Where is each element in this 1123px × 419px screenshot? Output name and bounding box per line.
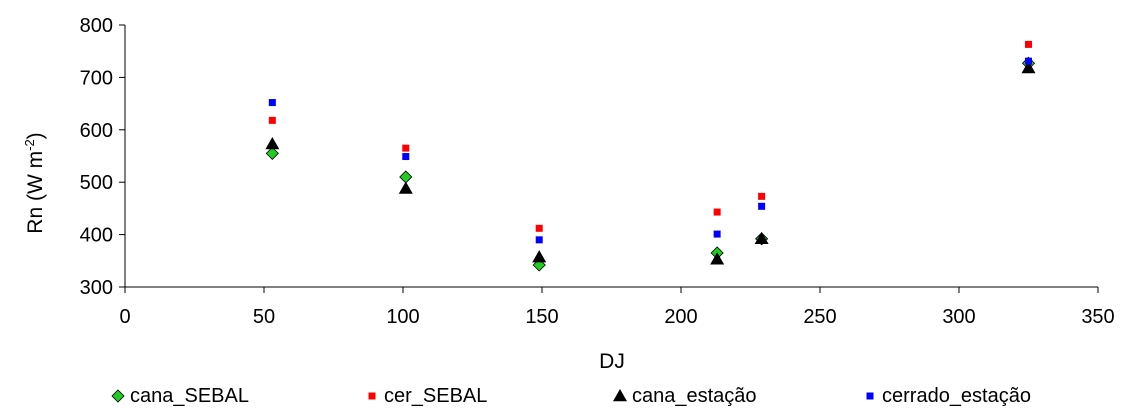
axes: 0 50 100 150 200 250 300 350 300 400 500 600 700 800: [80, 15, 1115, 328]
y-axis-label: Rn (W m-2): [22, 132, 47, 233]
point-cerrado-esta-o: [1025, 57, 1032, 65]
x-axis-label: DJ: [599, 350, 625, 373]
point-cer-sebal: [1025, 40, 1032, 48]
x-tick-label: 200: [664, 306, 697, 328]
y-tick-label: 800: [80, 15, 113, 37]
legend-marker-cana-esta-o: [613, 389, 627, 402]
legend-label-cana-sebal: cana_SEBAL: [130, 385, 249, 407]
legend-label-cana-esta-o: cana_estação: [632, 385, 757, 407]
point-cerrado-esta-o: [713, 230, 721, 238]
point-cer-sebal: [535, 224, 543, 232]
point-cerrado-esta-o: [402, 153, 410, 161]
point-cana-esta-o: [754, 231, 769, 245]
x-tick-label: 150: [525, 306, 558, 328]
point-cer-sebal: [402, 144, 410, 152]
legend-marker-cer-sebal: [368, 392, 376, 400]
x-tick-label: 350: [1081, 306, 1114, 328]
y-tick-label: 600: [80, 120, 113, 142]
point-cana-sebal: [399, 170, 413, 184]
x-tick-label: 50: [253, 306, 275, 328]
legend-marker-cerrado-esta-o: [866, 392, 874, 400]
point-cer-sebal: [713, 208, 721, 216]
point-cer-sebal: [758, 192, 766, 200]
x-tick-label: 0: [119, 306, 130, 328]
point-cer-sebal: [268, 116, 276, 124]
point-cana-esta-o: [265, 136, 280, 150]
y-axis-label-superscript: -2: [22, 139, 37, 151]
y-axis-label-main: Rn (W m: [24, 151, 47, 234]
point-cana-esta-o: [1021, 60, 1036, 74]
legend-marker-cana-sebal: [111, 389, 125, 403]
x-tick-label: 300: [942, 306, 975, 328]
point-cerrado-esta-o: [758, 202, 766, 210]
point-cerrado-esta-o: [268, 99, 276, 107]
x-tick-label: 100: [386, 306, 419, 328]
y-tick-label: 300: [80, 277, 113, 299]
point-cana-esta-o: [710, 252, 725, 265]
y-tick-label: 400: [80, 225, 113, 247]
point-cerrado-esta-o: [535, 236, 543, 244]
point-cana-esta-o: [398, 181, 413, 194]
y-tick-label: 500: [80, 172, 113, 194]
x-tick-label: 250: [803, 306, 836, 328]
legend-label-cer-sebal: cer_SEBAL: [384, 385, 487, 407]
legend: cana_SEBAL cer_SEBAL cana_estação cerrado_e…: [111, 385, 1031, 407]
data-points: [265, 40, 1036, 272]
point-cana-esta-o: [532, 250, 547, 263]
legend-label-cerrado-esta-o: cerrado_estação: [882, 385, 1031, 407]
y-axis-label-close: ): [24, 132, 47, 139]
y-tick-label: 700: [80, 67, 113, 89]
point-cana-sebal: [265, 146, 279, 160]
